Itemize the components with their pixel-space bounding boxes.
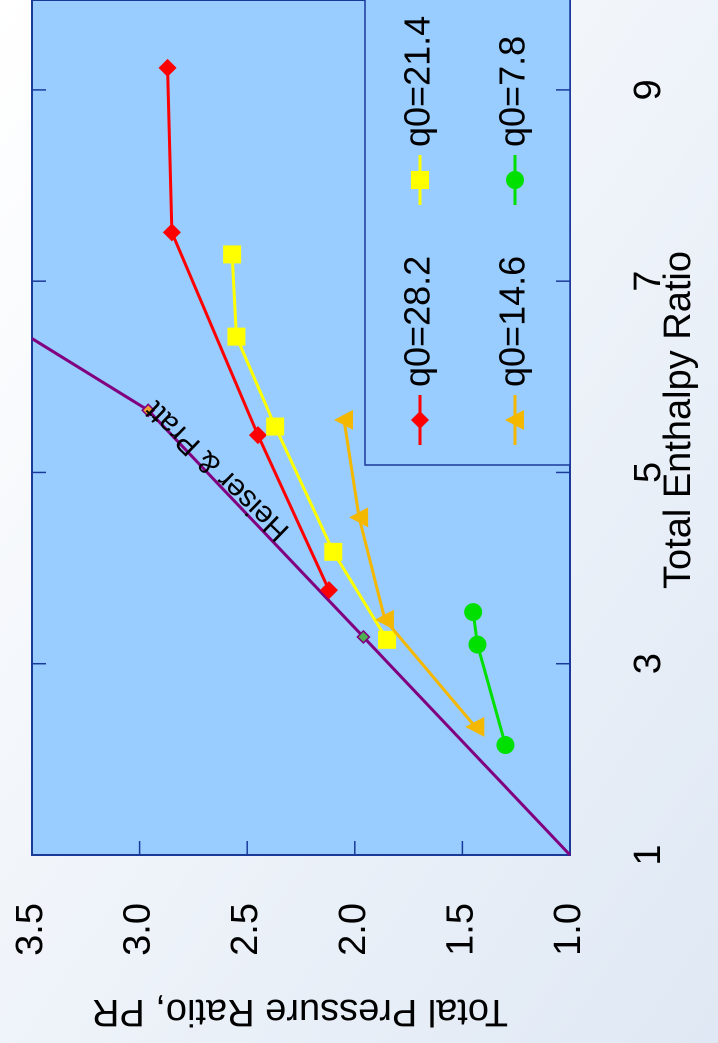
- legend-marker: [411, 411, 429, 429]
- y-axis-label: Total Pressure Ratio, PR: [92, 991, 508, 1033]
- y-tick-label: 3.0: [117, 903, 159, 956]
- legend-label: q0=14.6: [492, 256, 533, 387]
- x-tick-label: 5: [627, 462, 669, 483]
- legend-marker: [411, 171, 429, 189]
- reference-line: [31, 337, 572, 857]
- marker: [158, 58, 177, 77]
- marker: [227, 327, 246, 346]
- x-tick-label: 7: [627, 271, 669, 292]
- marker: [378, 630, 397, 649]
- marker: [496, 736, 515, 755]
- reference-marker: [141, 403, 156, 418]
- legend-label: q0=28.2: [397, 256, 438, 387]
- marker: [324, 542, 343, 561]
- legend: [364, 0, 571, 466]
- series-line: [166, 67, 331, 591]
- legend-marker: [506, 171, 524, 189]
- x-axis-label: Total Enthalpy Ratio: [657, 251, 699, 589]
- y-tick-label: 1.5: [439, 903, 481, 956]
- legend-marker: [505, 410, 524, 430]
- reference-marker: [356, 629, 371, 645]
- series-line: [342, 419, 477, 728]
- legend-label: q0=21.4: [397, 16, 438, 147]
- marker: [248, 426, 267, 445]
- x-tick-label: 1: [627, 844, 669, 865]
- y-tick-label: 1.0: [547, 903, 589, 956]
- marker: [468, 635, 487, 654]
- marker: [266, 417, 285, 436]
- y-tick-label: 2.0: [332, 903, 374, 956]
- marker: [465, 716, 485, 737]
- x-tick-label: 3: [627, 653, 669, 674]
- y-tick-label: 2.5: [224, 903, 266, 956]
- marker: [162, 223, 181, 242]
- rotated-chart: Total Enthalpy Ratio Total Pressure Rati…: [9, 0, 699, 1033]
- x-tick-label: 9: [627, 79, 669, 100]
- marker: [374, 609, 394, 630]
- y-tick-label: 3.5: [9, 903, 51, 956]
- marker: [464, 603, 483, 622]
- marker: [349, 507, 369, 528]
- marker: [223, 245, 242, 264]
- legend-label: q0=7.8: [492, 36, 533, 147]
- marker: [334, 409, 354, 430]
